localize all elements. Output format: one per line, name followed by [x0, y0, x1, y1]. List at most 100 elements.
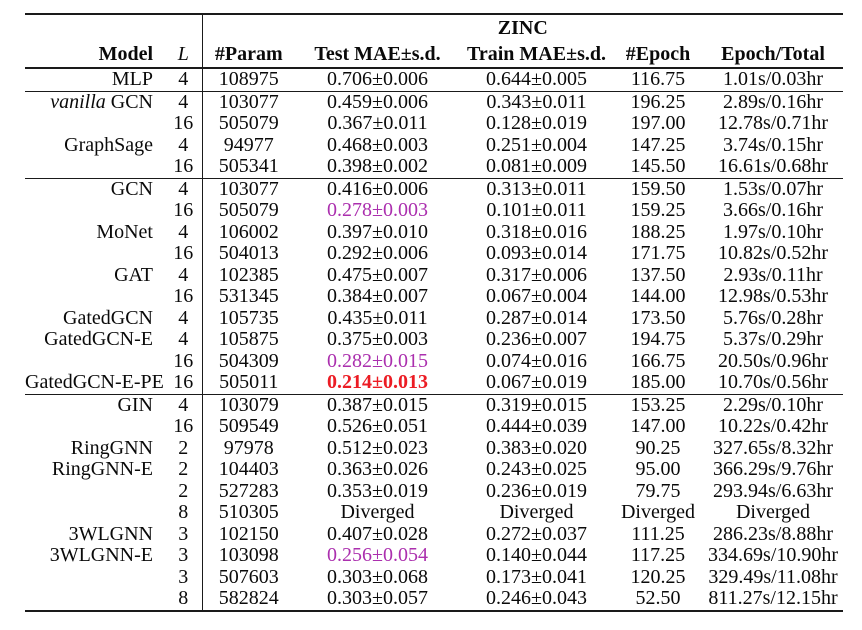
- layers-cell: 16: [165, 416, 203, 438]
- param-cell: 505011: [219, 372, 279, 393]
- model-name: GAT: [114, 264, 153, 286]
- train-mae-cell: 0.074±0.016: [486, 350, 587, 372]
- table-row: 8 582824 0.303±0.057 0.246±0.043 52.50 811.27…: [25, 588, 843, 611]
- train-mae-cell: 0.319±0.015: [460, 393, 613, 416]
- test-mae-cell: 0.526±0.051: [327, 416, 428, 437]
- table-row: GatedGCN-E 4 105875 0.375±0.003 0.236±0.007 1…: [25, 329, 843, 351]
- test-mae-cell: 0.468±0.003: [327, 134, 428, 156]
- layers-cell: 4: [165, 68, 203, 91]
- model-name: RingGNN: [70, 437, 153, 459]
- layers-cell: 4: [165, 134, 203, 156]
- model-name: GCN: [110, 178, 153, 200]
- column-header-train-mae: Train MAE±s.d.: [467, 43, 606, 65]
- param-cell: 103098: [218, 545, 279, 566]
- model-cell: [25, 588, 165, 611]
- table-row: 8 510305 Diverged Diverged Diverged Diverged: [25, 502, 843, 524]
- train-mae-cell: Diverged: [499, 502, 574, 523]
- column-header-test-mae: Test MAE±s.d.: [314, 43, 441, 65]
- layers-cell: 16: [165, 243, 203, 265]
- param-cell: 102385: [218, 264, 279, 286]
- test-mae-cell: 0.303±0.068: [327, 566, 428, 588]
- train-mae-cell: 0.318±0.016: [486, 221, 587, 243]
- table-row: GatedGCN 4 105735 0.435±0.011 0.287±0.014 173…: [25, 307, 843, 330]
- epoch-cell: 116.75: [630, 68, 686, 90]
- test-mae-cell: 0.459±0.006: [295, 90, 460, 113]
- epoch-total-cell: 5.76s/0.28hr: [723, 307, 824, 329]
- test-mae-cell: 0.256±0.054: [327, 545, 428, 566]
- epoch-cell: 147.00: [630, 416, 686, 437]
- epoch-cell: 159.50: [613, 177, 703, 200]
- train-mae-cell: 0.140±0.044: [486, 545, 587, 566]
- epoch-total-cell: 12.98s/0.53hr: [718, 286, 829, 307]
- layers-cell: 4: [165, 221, 203, 243]
- param-cell: 507603: [218, 566, 279, 588]
- train-mae-cell: 0.243±0.025: [486, 459, 587, 480]
- model-cell: GIN: [25, 393, 165, 416]
- model-cell: GatedGCN: [25, 308, 165, 330]
- epoch-total-cell: 286.23s/8.88hr: [713, 523, 834, 545]
- model-cell: [25, 113, 165, 135]
- table-row: 16 509549 0.526±0.051 0.444±0.039 147.00 10.2…: [25, 416, 843, 438]
- train-mae-cell: 0.343±0.011: [460, 90, 613, 113]
- train-mae-cell: 0.383±0.020: [486, 437, 587, 459]
- table-row: GatedGCN-E-PE 16 505011 0.214±0.013 0.067±0.…: [25, 372, 843, 394]
- epoch-cell: 194.75: [630, 329, 686, 350]
- model-cell: MLP: [25, 68, 165, 91]
- epoch-cell: Diverged: [620, 502, 696, 523]
- column-header-epoch: #Epoch: [625, 43, 691, 65]
- epoch-cell: 144.00: [630, 286, 686, 307]
- epoch-cell: 90.25: [635, 437, 681, 459]
- epoch-cell: 95.00: [635, 459, 681, 480]
- model-cell: GatedGCN-E: [25, 329, 165, 351]
- model-name: MLP: [111, 68, 153, 90]
- column-header-row: Model L #Param Test MAE±s.d. Train MAE±s…: [25, 41, 843, 68]
- param-cell: 509549: [218, 416, 279, 437]
- epoch-total-cell: 12.78s/0.71hr: [718, 113, 829, 134]
- epoch-total-cell: 20.50s/0.96hr: [718, 350, 829, 372]
- model-name: RingGNN-E: [51, 459, 153, 480]
- model-cell: RingGNN: [25, 438, 165, 460]
- test-mae-cell: 0.512±0.023: [327, 437, 428, 459]
- layers-cell: 4: [165, 393, 203, 416]
- layers-cell: 4: [165, 264, 203, 286]
- model-cell: [25, 243, 165, 265]
- epoch-cell: 188.25: [630, 221, 686, 243]
- model-name: GatedGCN-E-PE: [25, 372, 164, 393]
- layers-cell: 2: [165, 459, 203, 481]
- epoch-total-cell: 1.53s/0.07hr: [703, 177, 844, 200]
- epoch-cell: 52.50: [635, 588, 681, 609]
- epoch-total-cell: 10.70s/0.56hr: [718, 372, 829, 393]
- model-cell: [25, 567, 165, 589]
- table-row: GraphSage 4 94977 0.468±0.003 0.251±0.004 147…: [25, 134, 843, 156]
- layers-cell: 2: [165, 437, 203, 459]
- param-cell: 103077: [202, 177, 295, 200]
- model-cell: GCN: [25, 177, 165, 200]
- layers-cell: 4: [165, 90, 203, 113]
- epoch-cell: 79.75: [635, 480, 681, 502]
- epoch-total-cell: Diverged: [735, 502, 811, 523]
- model-cell: vanilla GCN: [25, 90, 165, 113]
- train-mae-cell: 0.173±0.041: [486, 566, 587, 588]
- table-body: MLP 4 108975 0.706±0.006 0.644±0.005 116.75 1.…: [25, 68, 844, 611]
- table-row: vanilla GCN 4 103077 0.459±0.006 0.343±0.011…: [25, 90, 844, 113]
- model-name: GatedGCN: [63, 307, 153, 329]
- epoch-total-cell: 366.29s/9.76hr: [713, 459, 834, 480]
- param-cell: 505079: [218, 113, 279, 134]
- param-cell: 103077: [202, 90, 295, 113]
- param-cell: 102150: [218, 523, 279, 545]
- param-cell: 108975: [218, 68, 279, 90]
- test-mae-cell: 0.397±0.010: [327, 221, 428, 243]
- epoch-cell: 117.25: [630, 545, 686, 566]
- table-row: 16 505341 0.398±0.002 0.081±0.009 145.50 16.6…: [25, 156, 843, 178]
- table-row: 3 507603 0.303±0.068 0.173±0.041 120.25 329.4…: [25, 566, 843, 589]
- model-cell: [25, 351, 165, 373]
- train-mae-cell: 0.101±0.011: [486, 200, 587, 221]
- layers-cell: 8: [165, 502, 203, 524]
- train-mae-cell: 0.313±0.011: [460, 177, 613, 200]
- layers-cell: 16: [165, 372, 203, 394]
- layers-cell: 3: [165, 566, 203, 588]
- layers-cell: 3: [165, 545, 203, 567]
- layers-cell: 16: [165, 350, 203, 372]
- model-cell: [25, 502, 165, 524]
- param-cell: 582824: [218, 588, 279, 609]
